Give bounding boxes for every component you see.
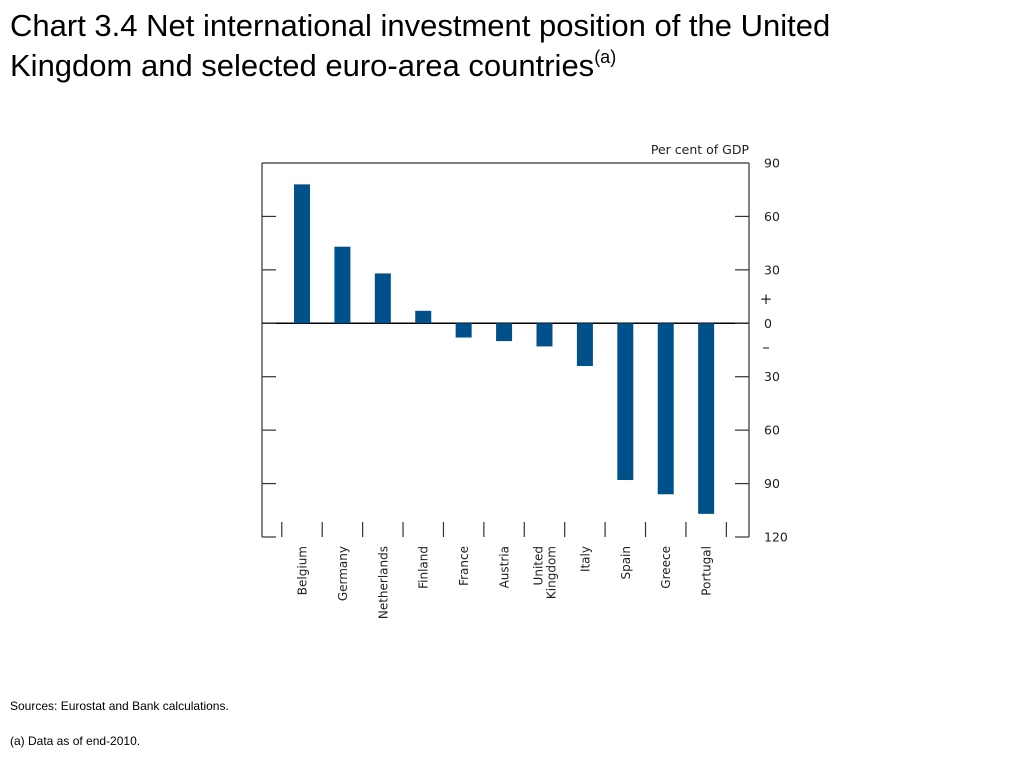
x-category-label: Kingdom (544, 546, 558, 599)
positive-sign: + (760, 290, 773, 308)
bar-netherlands (374, 273, 391, 324)
bar-austria (496, 323, 513, 342)
plot-frame (261, 162, 750, 537)
x-category-label: Germany (336, 546, 350, 601)
y-tick-label: 90 (764, 476, 780, 491)
x-category-label: Portugal (700, 546, 714, 596)
bar-france (455, 323, 472, 338)
bar-spain (617, 323, 634, 481)
chart-title: Chart 3.4 Net international investment p… (10, 6, 1010, 86)
x-axis: Belgium Germany Netherlands Finland France Au… (281, 522, 727, 619)
negative-sign: – (762, 338, 770, 356)
y-tick-label: 90 (764, 156, 780, 171)
y-tick-label: 30 (764, 262, 780, 277)
x-category-label: France (457, 546, 471, 586)
sources-note: Sources: Eurostat and Bank calculations. (10, 699, 229, 713)
bar-greece (657, 323, 674, 495)
bar-belgium (294, 184, 310, 324)
x-category-label: Belgium (296, 546, 310, 595)
x-category-label: Spain (619, 546, 633, 580)
unit-label: Per cent of GDP (651, 142, 750, 157)
footnote-a: (a) Data as of end-2010. (10, 734, 141, 748)
x-category-label: Greece (659, 546, 673, 589)
bar-united-kingdom (536, 323, 553, 347)
bar-portugal (698, 323, 715, 514)
title-line-2: Kingdom and selected euro-area countries (10, 48, 595, 83)
y-tick-label: 30 (764, 369, 780, 384)
bar-finland (415, 310, 432, 324)
x-category-label: Netherlands (376, 546, 390, 619)
bars (294, 184, 715, 514)
y-tick-label: 120 (764, 530, 788, 545)
y-tick-label: 60 (764, 423, 780, 438)
title-footnote-marker: (a) (594, 47, 617, 67)
title-line-1: Chart 3.4 Net international investment p… (10, 8, 831, 43)
x-category-label: Finland (417, 546, 431, 589)
x-category-label: Austria (498, 546, 512, 588)
y-tick-label: 0 (764, 316, 772, 331)
x-category-label: Italy (578, 546, 592, 572)
y-tick-label: 60 (764, 209, 780, 224)
bar-germany (334, 246, 351, 324)
y-axis: 90 60 30 0 30 60 90 120 (262, 156, 788, 545)
bar-italy (576, 323, 593, 367)
x-category-label: United (531, 546, 545, 585)
